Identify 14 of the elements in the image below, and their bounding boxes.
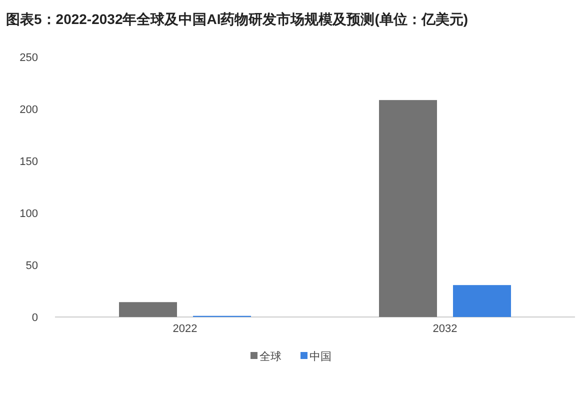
chart-title: 图表5：2022-2032年全球及中国AI药物研发市场规模及预测(单位：亿美元) [6,11,468,27]
bar [379,100,437,317]
y-tick-label: 150 [20,156,38,168]
legend-label: 中国 [310,350,332,363]
bar [119,302,177,317]
legend-label: 全球 [260,350,282,363]
bar [453,285,511,317]
x-tick-label: 2032 [432,323,458,335]
y-tick-label: 250 [20,52,38,64]
y-tick-label: 0 [32,312,38,324]
x-tick-label: 2022 [172,323,198,335]
y-tick-label: 100 [20,208,38,220]
y-tick-label: 50 [26,260,38,272]
y-tick-label: 200 [20,104,38,116]
